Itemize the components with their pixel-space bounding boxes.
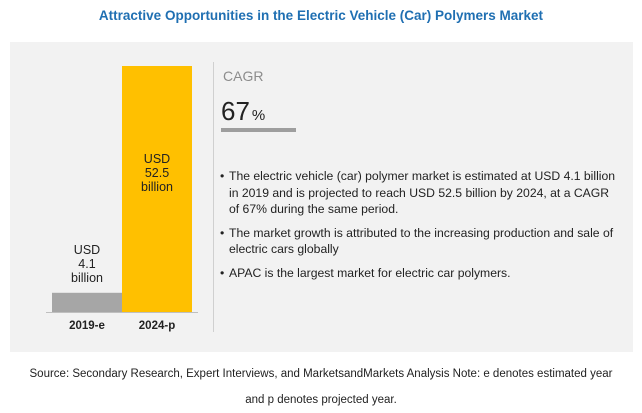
key-points-list: The electric vehicle (car) polymer marke… [220, 168, 620, 288]
cagr-unit: % [251, 107, 266, 124]
key-point: APAC is the largest market for electric … [220, 265, 620, 282]
source-note: Source: Secondary Research, Expert Inter… [0, 361, 642, 413]
divider [213, 62, 214, 332]
x-tick-label: 2024-p [138, 320, 176, 332]
bar-chart-svg [46, 66, 198, 313]
bar-2019-e [52, 292, 122, 312]
bar-2024-p [122, 66, 192, 312]
cagr-label: CAGR [223, 68, 264, 84]
key-point: The market growth is attributed to the i… [220, 225, 620, 258]
x-tick-label: 2019-e [69, 320, 105, 332]
chart-panel: USD 4.1 billion 2019-e USD 52.5 billion 202… [10, 42, 633, 352]
data-label-2019-e: USD 4.1 billion [71, 242, 103, 285]
bar-chart: USD 4.1 billion 2019-e USD 52.5 billion 202… [10, 42, 210, 352]
chart-title: Attractive Opportunities in the Electric… [98, 8, 544, 23]
source-line: Source: Secondary Research, Expert Inter… [29, 368, 613, 380]
cagr-number: 67 [221, 96, 250, 126]
data-label-2024-p: USD 52.5 billion [141, 152, 173, 194]
key-point: The electric vehicle (car) polymer marke… [220, 168, 620, 218]
cagr-underline [221, 128, 296, 132]
source-line: and p denotes projected year. [245, 394, 397, 406]
cagr-value: 67% [221, 96, 265, 127]
